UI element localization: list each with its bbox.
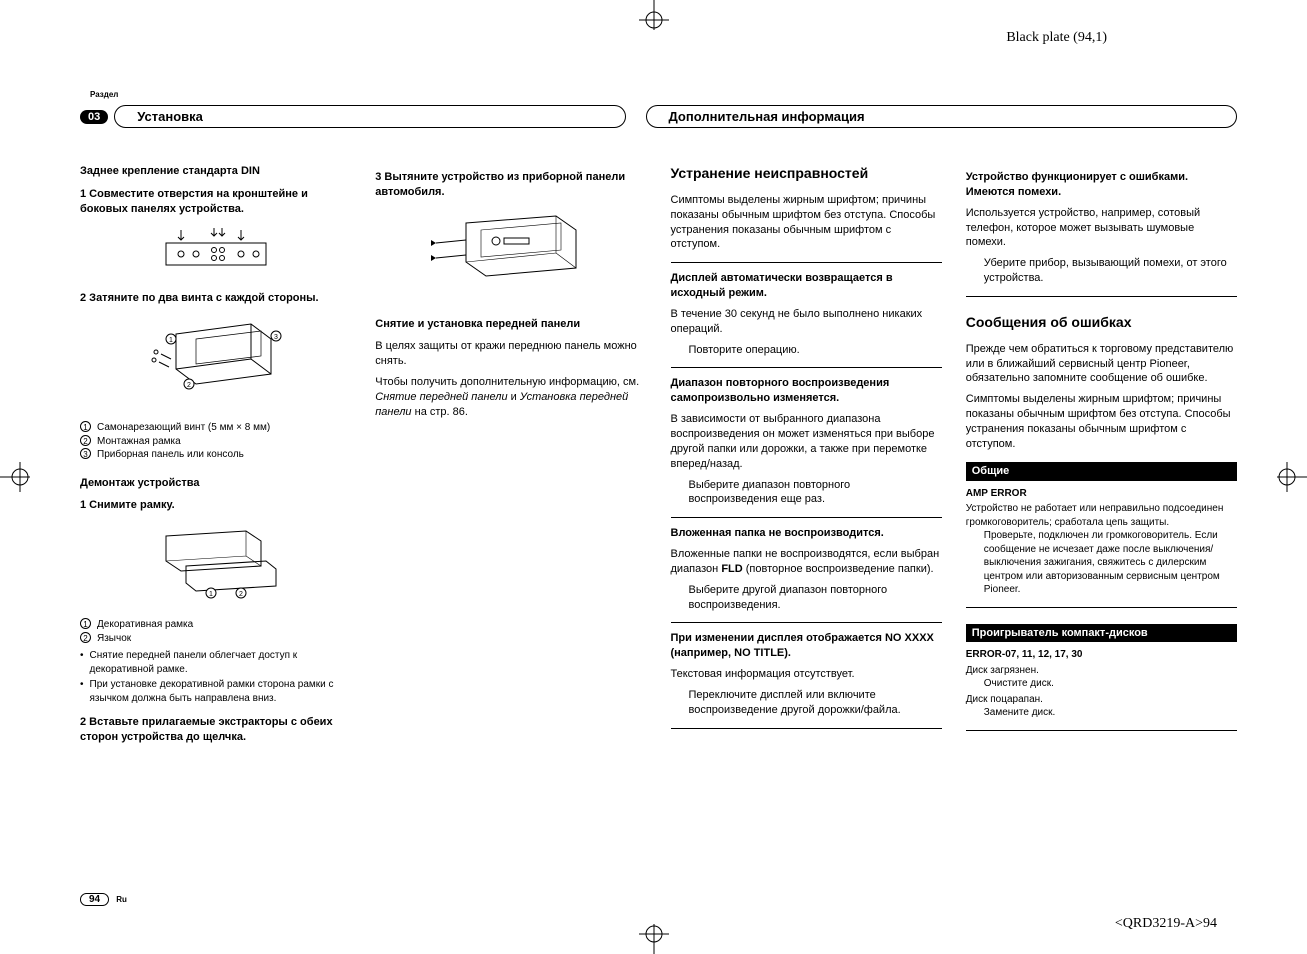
errors-heading: Сообщения об ошибках	[966, 313, 1237, 332]
lang-code: Ru	[116, 895, 127, 904]
fix-1: Повторите операцию.	[689, 343, 942, 358]
svg-text:3: 3	[274, 334, 278, 341]
removal-step-2: 2 Вставьте прилагаемые экстракторы с обе…	[80, 715, 351, 745]
rlegend-1: 1Декоративная рамка	[80, 618, 351, 632]
symptom-4: При изменении дисплея отображается NO XX…	[671, 631, 942, 661]
fix-3: Выберите другой диапазон повторного восп…	[689, 583, 942, 613]
error-2-fix-1: Очистите диск.	[984, 677, 1237, 691]
section-number-badge: 03	[80, 110, 108, 124]
figure-extract	[375, 208, 646, 303]
error-2-cause-2: Диск поцарапан.	[966, 693, 1237, 707]
bullet-2: •При установке декоративной рамки сторон…	[80, 678, 351, 705]
legend-3: 3Приборная панель или консоль	[80, 448, 351, 462]
symptom-5: Устройство функционирует с ошибками. Име…	[966, 170, 1237, 200]
rlegend-2: 2Язычок	[80, 632, 351, 646]
removal-heading: Демонтаж устройства	[80, 476, 351, 491]
step-2: 2 Затяните по два винта с каждой стороны…	[80, 291, 351, 306]
column-4: Устройство функционирует с ошибками. Име…	[966, 164, 1237, 751]
column-2: 3 Вытяните устройство из приборной панел…	[375, 164, 646, 751]
ts-intro: Симптомы выделены жирным шрифтом; причин…	[671, 193, 942, 252]
front-panel-heading: Снятие и установка передней панели	[375, 317, 646, 332]
cause-1: В течение 30 секунд не было выполнено ни…	[671, 307, 942, 337]
footer-right: <QRD3219-A>94	[1115, 916, 1217, 932]
section-label: Раздел	[90, 90, 1237, 99]
cause-5: Используется устройство, например, сотов…	[966, 206, 1237, 251]
troubleshoot-heading: Устранение неисправностей	[671, 164, 942, 183]
svg-text:1: 1	[169, 337, 173, 344]
error-1-fix: Проверьте, подключен ли громкоговоритель…	[984, 529, 1237, 597]
figure-screws: 1 2 3	[80, 314, 351, 409]
crop-mark-right	[1267, 457, 1307, 497]
removal-step-1: 1 Снимите рамку.	[80, 498, 351, 513]
symptom-3: Вложенная папка не воспроизводится.	[671, 526, 942, 541]
fix-4: Переключите дисплей или включите воспрои…	[689, 688, 942, 718]
legend-1: 1Самонарезающий винт (5 мм × 8 мм)	[80, 421, 351, 435]
svg-text:2: 2	[187, 382, 191, 389]
symptom-2: Диапазон повторного воспроизведения само…	[671, 376, 942, 406]
error-2-code: ERROR-07, 11, 12, 17, 30	[966, 648, 1237, 662]
column-3: Устранение неисправностей Симптомы выдел…	[671, 164, 942, 751]
err-intro-2: Симптомы выделены жирным шрифтом; причин…	[966, 392, 1237, 451]
header-right: Дополнительная информация	[646, 105, 1238, 128]
fp-text-2: Чтобы получить дополнительную информацию…	[375, 375, 646, 420]
step-1: 1 Совместите отверстия на кронштейне и б…	[80, 187, 351, 217]
cause-2: В зависимости от выбранного диапазона во…	[671, 412, 942, 471]
step-3: 3 Вытяните устройство из приборной панел…	[375, 170, 646, 200]
figure-removal: 1 2	[80, 521, 351, 606]
header-left: Установка	[114, 105, 625, 128]
page-number: 94	[80, 893, 109, 906]
crop-mark-bottom	[634, 914, 674, 954]
svg-text:1: 1	[209, 591, 213, 598]
figure-bracket	[80, 225, 351, 280]
fix-2: Выберите диапазон повторного воспроизвед…	[689, 478, 942, 508]
error-1-code: AMP ERROR	[966, 487, 1237, 501]
symptom-1: Дисплей автоматически возвращается в исх…	[671, 271, 942, 301]
column-1: Заднее крепление стандарта DIN 1 Совмест…	[80, 164, 351, 751]
error-cat-1: Общие	[966, 462, 1237, 481]
bullet-1: •Снятие передней панели облегчает доступ…	[80, 649, 351, 676]
fix-5: Уберите прибор, вызывающий помехи, от эт…	[984, 256, 1237, 286]
error-1-cause: Устройство не работает или неправильно п…	[966, 502, 1237, 529]
legend-2: 2Монтажная рамка	[80, 435, 351, 449]
crop-mark-left	[0, 457, 40, 497]
error-cat-2: Проигрыватель компакт-дисков	[966, 624, 1237, 643]
error-2-cause-1: Диск загрязнен.	[966, 664, 1237, 678]
plate-label: Black plate (94,1)	[1006, 30, 1107, 46]
cause-3: Вложенные папки не воспроизводятся, если…	[671, 547, 942, 577]
footer-left: 94 Ru	[80, 893, 127, 906]
err-intro-1: Прежде чем обратиться к торговому предст…	[966, 342, 1237, 387]
fp-text-1: В целях защиты от кражи переднюю панель …	[375, 339, 646, 369]
error-2-fix-2: Замените диск.	[984, 706, 1237, 720]
svg-text:2: 2	[239, 591, 243, 598]
crop-mark-top	[634, 0, 674, 40]
cause-4: Текстовая информация отсутствует.	[671, 667, 942, 682]
din-heading: Заднее крепление стандарта DIN	[80, 164, 351, 179]
